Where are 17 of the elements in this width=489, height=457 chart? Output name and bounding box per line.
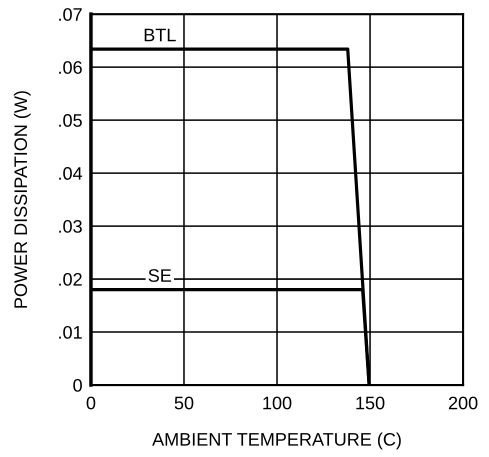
x-axis-title: AMBIENT TEMPERATURE (C) xyxy=(152,432,401,450)
series-label: SE xyxy=(148,269,172,282)
x-tick-label: 200 xyxy=(448,396,478,410)
y-tick-label: .01 xyxy=(59,326,82,339)
y-tick-label: .07 xyxy=(59,8,82,21)
y-tick-label: .02 xyxy=(59,273,82,286)
y-tick-label: .04 xyxy=(59,167,82,180)
y-tick-label: .03 xyxy=(59,220,82,233)
y-axis-title: POWER DISSIPATION (W) xyxy=(14,91,31,308)
series-label: BTL xyxy=(144,28,176,42)
y-tick-label: .06 xyxy=(59,61,82,74)
x-tick-label: 50 xyxy=(174,396,194,410)
x-tick-label: 0 xyxy=(86,396,96,410)
y-tick-label: .05 xyxy=(59,114,82,127)
x-tick-label: 100 xyxy=(263,396,292,410)
x-tick-label: 150 xyxy=(356,396,384,410)
y-tick-label: 0 xyxy=(73,378,82,392)
